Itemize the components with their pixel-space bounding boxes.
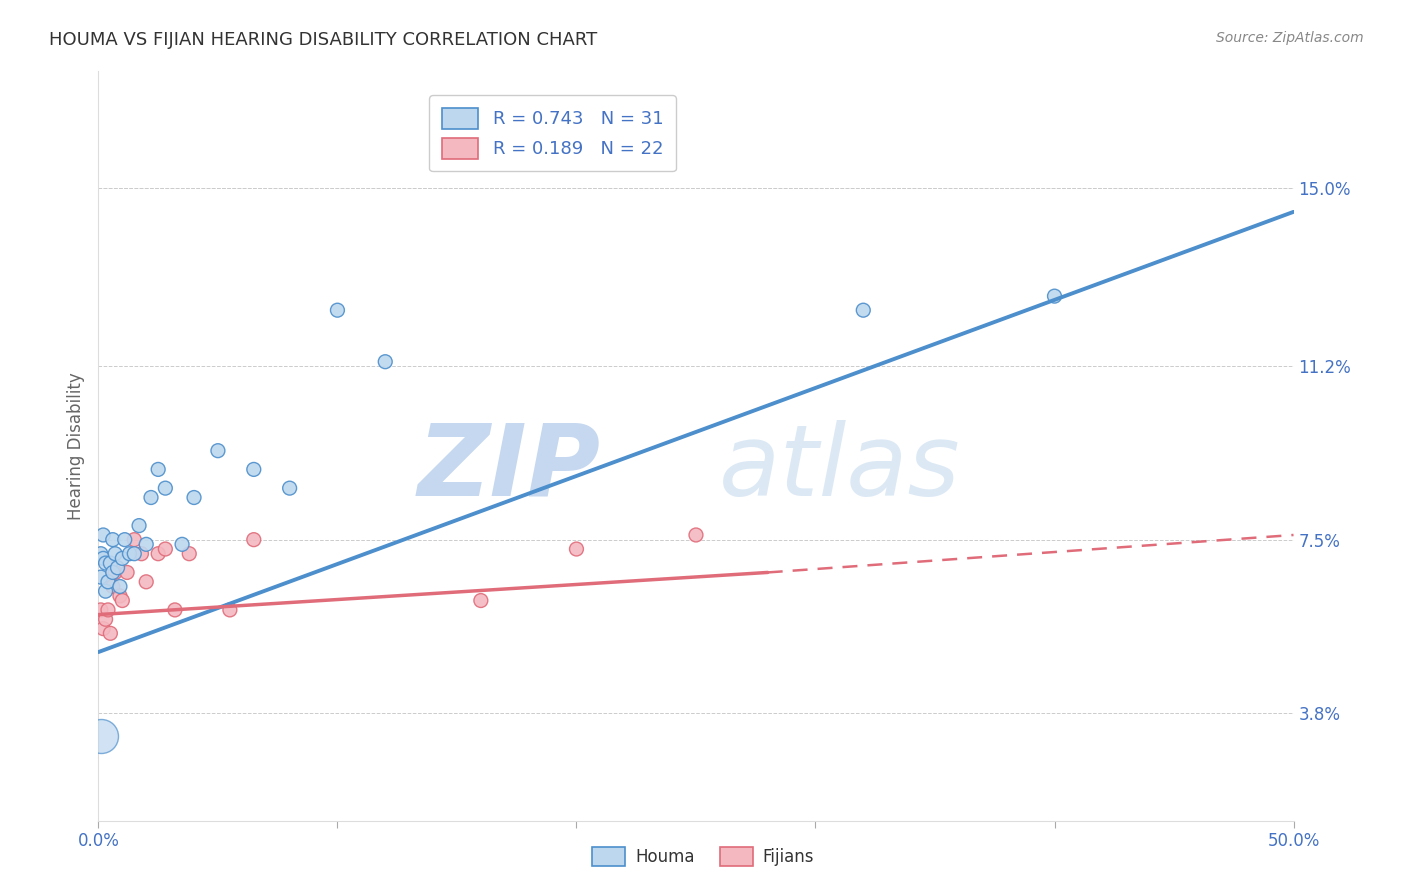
Legend: R = 0.743   N = 31, R = 0.189   N = 22: R = 0.743 N = 31, R = 0.189 N = 22 [429,95,676,171]
Point [128,518,150,533]
Point [91,622,114,636]
Text: ZIP: ZIP [418,420,600,517]
Point [114,533,136,547]
Point [852,303,875,318]
Point [98,626,122,640]
Point [219,603,242,617]
Point [374,354,396,368]
Point [111,551,134,566]
Point [179,547,201,561]
Point [470,593,492,607]
Legend: Houma, Fijians: Houma, Fijians [583,838,823,875]
Point [98,556,122,570]
Point [94,556,117,570]
Point [183,491,205,505]
Point [172,537,194,551]
Point [101,580,124,594]
Text: HOUMA VS FIJIAN HEARING DISABILITY CORRELATION CHART: HOUMA VS FIJIAN HEARING DISABILITY CORRE… [49,31,598,49]
Point [90,570,112,584]
Point [685,528,707,542]
Point [135,574,157,589]
Point [243,462,266,476]
Point [101,566,124,580]
Point [155,481,177,495]
Point [108,589,131,603]
Point [94,584,117,599]
Point [111,593,134,607]
Point [104,566,127,580]
Point [326,303,349,318]
Point [207,443,229,458]
Point [90,730,112,744]
Point [124,533,146,547]
Point [163,603,186,617]
Point [97,603,120,617]
Point [139,491,162,505]
Point [90,603,112,617]
Point [101,533,124,547]
Point [108,580,131,594]
Point [90,547,112,561]
Point [243,533,266,547]
Point [155,541,177,557]
Point [124,547,146,561]
Point [91,528,114,542]
Point [135,537,157,551]
Point [115,566,138,580]
Point [148,547,170,561]
Y-axis label: Hearing Disability: Hearing Disability [66,372,84,520]
Point [104,547,127,561]
Point [278,481,301,495]
Point [148,462,170,476]
Point [131,547,153,561]
Point [97,574,120,589]
Text: atlas: atlas [718,420,960,517]
Point [1043,289,1066,303]
Point [118,547,141,561]
Text: Source: ZipAtlas.com: Source: ZipAtlas.com [1216,31,1364,45]
Point [107,561,129,575]
Point [91,551,114,566]
Point [94,612,117,626]
Point [565,541,588,557]
